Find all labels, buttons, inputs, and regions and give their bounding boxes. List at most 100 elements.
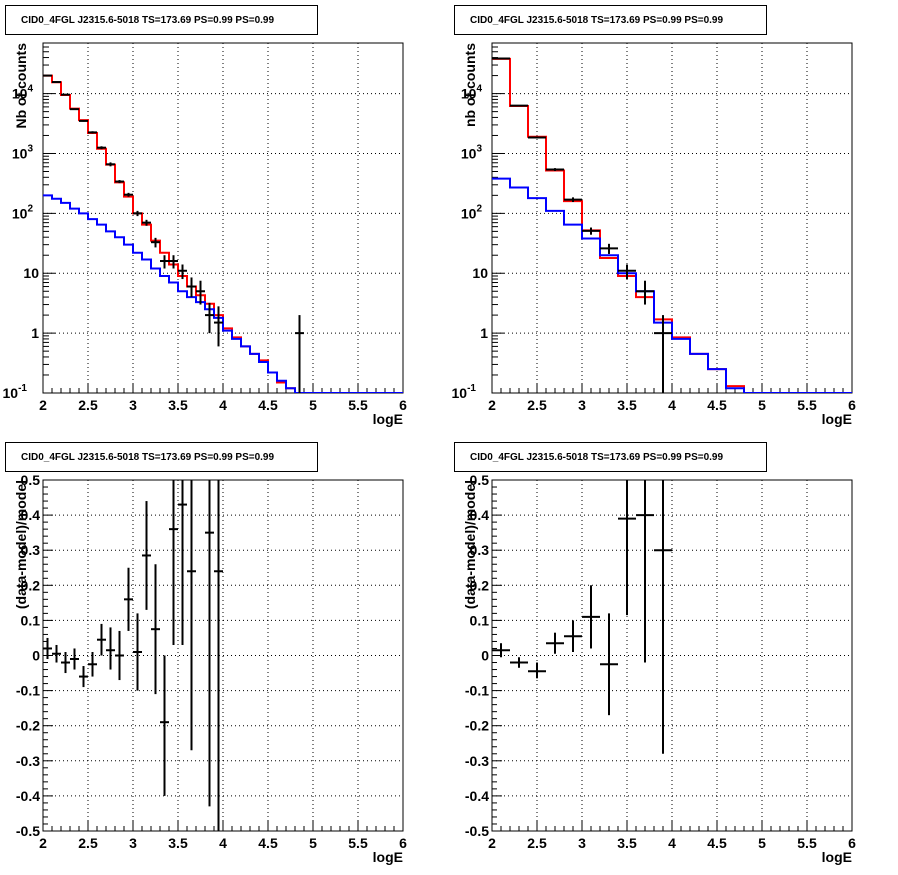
x-tick-label: 2: [488, 397, 496, 413]
chart-panel-1: CID0_4FGL J2315.6-5018 TS=173.69 PS=0.99…: [3, 5, 407, 427]
data-point: [196, 280, 205, 305]
data-point: [169, 255, 178, 269]
x-tick-label: 3.5: [168, 397, 188, 413]
y-axis-title: (data-model)/model: [13, 480, 29, 609]
data-point: [70, 108, 79, 111]
x-tick-label: 3: [578, 397, 586, 413]
residual-point: [79, 666, 88, 688]
residual-point: [88, 651, 97, 677]
chart-title: CID0_4FGL J2315.6-5018 TS=173.69 PS=0.99…: [470, 15, 723, 26]
title-box: [5, 442, 318, 472]
x-tick-label: 4.5: [707, 835, 727, 851]
histogram-series-1: [43, 74, 403, 393]
x-tick-label: 5: [758, 397, 766, 413]
y-tick-label: -0.3: [465, 753, 489, 769]
x-tick-label: 4.5: [707, 397, 727, 413]
data-point: [618, 264, 636, 280]
y-tick-label: 102: [12, 203, 34, 221]
residual-point: [61, 651, 70, 674]
x-tick-label: 4: [219, 397, 227, 413]
y-tick-label: 10: [472, 265, 488, 281]
residual-point: [205, 480, 214, 807]
x-axis-title: logE: [822, 849, 852, 865]
data-point: [636, 280, 654, 305]
y-tick-label: 103: [461, 143, 483, 161]
data-point: [214, 306, 223, 347]
data-point: [97, 146, 106, 150]
x-tick-label: 2.5: [527, 835, 547, 851]
x-tick-label: 2.5: [78, 835, 98, 851]
title-box: [5, 5, 318, 35]
data-point: [528, 136, 546, 139]
data-layer: [43, 74, 403, 393]
y-tick-label: 0.1: [470, 612, 490, 628]
y-tick-label: 10: [23, 265, 39, 281]
residual-point: [546, 632, 564, 654]
data-point: [115, 180, 124, 184]
y-tick-label: -0.3: [16, 753, 40, 769]
x-axis-title: logE: [822, 411, 852, 427]
y-tick-label: -0.2: [465, 718, 489, 734]
x-tick-label: 5.5: [797, 397, 817, 413]
x-tick-label: 4.5: [258, 397, 278, 413]
y-tick-label: 102: [461, 203, 483, 221]
x-tick-label: 2: [39, 835, 47, 851]
data-point: [492, 57, 510, 60]
data-point: [106, 162, 115, 167]
y-tick-label: -0.4: [16, 788, 40, 804]
x-tick-label: 5.5: [797, 835, 817, 851]
chart-title: CID0_4FGL J2315.6-5018 TS=173.69 PS=0.99…: [21, 452, 274, 463]
residual-point: [70, 648, 79, 670]
residual-point: [142, 501, 151, 610]
x-tick-label: 4: [668, 835, 676, 851]
residual-point: [564, 620, 582, 652]
data-point: [151, 237, 160, 248]
y-tick-label: 0.5: [21, 472, 41, 488]
chart-panel-4: CID0_4FGL J2315.6-5018 TS=173.69 PS=0.99…: [454, 442, 856, 865]
data-point: [187, 277, 196, 298]
histogram-series-2: [43, 194, 403, 393]
y-tick-label: 0.3: [470, 542, 490, 558]
y-tick-label: 1: [480, 325, 488, 341]
x-tick-label: 6: [399, 835, 407, 851]
x-tick-label: 3: [129, 835, 137, 851]
data-layer: [43, 480, 223, 831]
histogram-series-2: [492, 177, 852, 393]
x-tick-label: 6: [848, 835, 856, 851]
data-point: [295, 315, 304, 393]
residual-point: [214, 480, 223, 831]
y-tick-label: 0.3: [21, 542, 41, 558]
residual-point: [106, 627, 115, 670]
data-point: [124, 192, 133, 197]
y-axis-title: Nb of counts: [13, 43, 29, 129]
y-tick-label: 0.5: [470, 472, 490, 488]
data-point: [510, 104, 528, 107]
y-tick-label: -0.5: [465, 823, 489, 839]
x-axis-title: logE: [373, 411, 403, 427]
y-tick-label: -0.1: [16, 683, 40, 699]
data-point: [88, 131, 97, 134]
data-point: [142, 219, 151, 226]
title-box: [454, 442, 767, 472]
x-tick-label: 5: [309, 397, 317, 413]
data-point: [52, 81, 61, 84]
data-layer: [492, 480, 672, 754]
residual-point: [636, 480, 654, 663]
data-point: [582, 227, 600, 235]
y-tick-label: 103: [12, 143, 34, 161]
y-tick-label: 0.4: [470, 507, 490, 523]
y-tick-label: 1: [31, 325, 39, 341]
data-point: [546, 168, 564, 171]
residual-point: [160, 655, 169, 796]
x-tick-label: 6: [399, 397, 407, 413]
residual-point: [510, 657, 528, 668]
residual-point: [492, 643, 510, 658]
data-point: [178, 264, 187, 280]
y-tick-label: 0: [32, 648, 40, 664]
title-box: [454, 5, 767, 35]
data-point: [205, 302, 214, 334]
x-tick-label: 3.5: [617, 835, 637, 851]
y-axis-title: (data-model)/model: [462, 480, 478, 609]
residual-point: [97, 623, 106, 656]
x-tick-label: 4: [219, 835, 227, 851]
